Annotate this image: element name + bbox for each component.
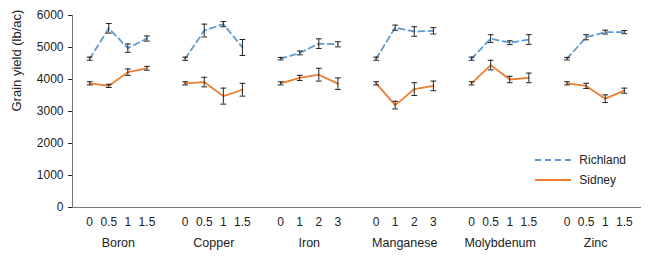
svg-text:0: 0 — [86, 215, 93, 229]
svg-text:Molybdenum: Molybdenum — [464, 236, 536, 250]
svg-text:Copper: Copper — [193, 236, 234, 250]
svg-text:Boron: Boron — [102, 236, 135, 250]
html-text:Richland: Richland — [579, 153, 626, 167]
svg-text:Grain yield (lb/ac): Grain yield (lb/ac) — [9, 10, 24, 112]
svg-text:1: 1 — [602, 215, 609, 229]
svg-text:3: 3 — [335, 215, 342, 229]
svg-text:0.5: 0.5 — [578, 215, 595, 229]
svg-text:5000: 5000 — [37, 40, 64, 54]
html-text:Sidney: Sidney — [579, 173, 616, 187]
svg-text:2: 2 — [411, 215, 418, 229]
svg-text:4000: 4000 — [37, 72, 64, 86]
svg-text:3000: 3000 — [37, 104, 64, 118]
svg-text:0: 0 — [57, 200, 64, 214]
svg-text:2: 2 — [315, 215, 322, 229]
svg-text:0: 0 — [564, 215, 571, 229]
svg-text:3: 3 — [430, 215, 437, 229]
svg-text:1: 1 — [220, 215, 227, 229]
svg-text:0.5: 0.5 — [100, 215, 117, 229]
svg-text:1.5: 1.5 — [139, 215, 156, 229]
svg-text:1.5: 1.5 — [521, 215, 538, 229]
svg-text:Manganese: Manganese — [372, 236, 437, 250]
svg-text:0.5: 0.5 — [196, 215, 213, 229]
svg-text:Iron: Iron — [298, 236, 320, 250]
svg-text:0: 0 — [182, 215, 189, 229]
svg-text:0: 0 — [373, 215, 380, 229]
svg-text:1: 1 — [392, 215, 399, 229]
svg-text:0: 0 — [468, 215, 475, 229]
svg-text:1: 1 — [506, 215, 513, 229]
svg-text:1.5: 1.5 — [234, 215, 251, 229]
svg-text:0.5: 0.5 — [482, 215, 499, 229]
svg-text:1000: 1000 — [37, 168, 64, 182]
svg-text:1: 1 — [296, 215, 303, 229]
svg-text:2000: 2000 — [37, 136, 64, 150]
svg-text:1.5: 1.5 — [616, 215, 633, 229]
svg-text:0: 0 — [277, 215, 284, 229]
svg-text:1: 1 — [125, 215, 132, 229]
svg-text:6000: 6000 — [37, 8, 64, 22]
svg-text:Zinc: Zinc — [584, 236, 608, 250]
